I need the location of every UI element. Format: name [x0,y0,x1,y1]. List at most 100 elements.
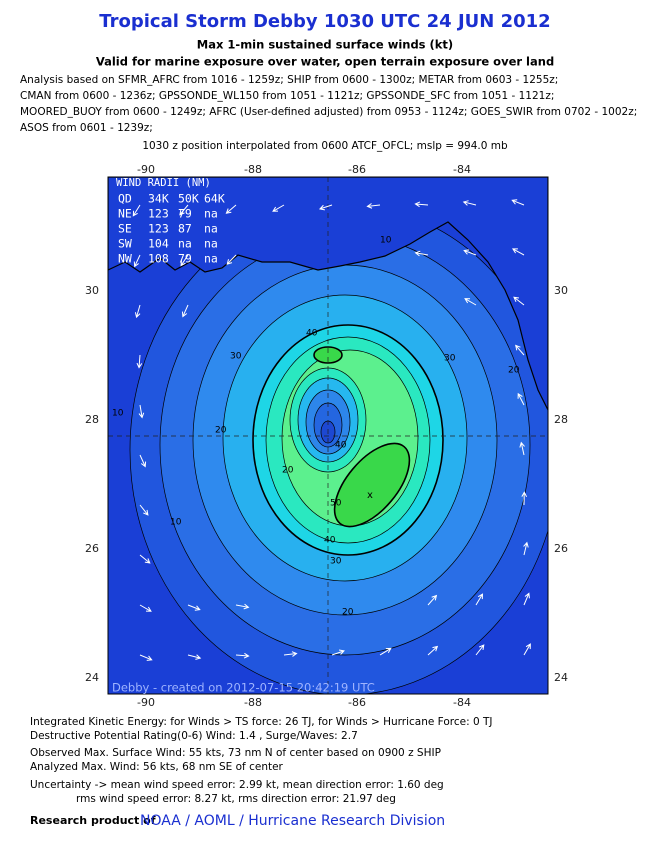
wind-arrow [235,652,250,659]
subtitle: Max 1-min sustained surface winds (kt) [197,38,453,52]
wind-radii-cell: na [178,237,192,251]
wind-arrow [132,204,141,217]
wind-arrow [511,199,525,206]
lon-label: -88 [244,163,262,176]
research-label: Research product of [30,814,156,827]
contour-label: 40 [335,441,347,451]
wind-arrow [139,554,151,564]
wind-arrow [179,204,189,216]
lat-label: 28 [85,413,99,426]
note: CMAN from 0600 - 1236z; GPSSONDE_WL150 f… [20,90,554,102]
credit: Debby - created on 2012-07-15 20:42:19 U… [112,681,375,695]
wind-radii-header: QD [118,192,132,206]
wind-arrow [521,491,528,506]
wind-arrow [379,647,392,656]
wind-radii-cell: na [204,207,218,221]
wind-arrow [226,254,237,265]
wind-radii-cell: na [204,222,218,236]
wind-radii-cell: 79 [178,252,192,266]
wind-radii-header: 34K [148,192,169,206]
lon-label: -86 [348,696,366,709]
wind-arrow [139,654,153,661]
wind-arrow [515,344,525,356]
lon-label: -88 [244,696,262,709]
position-note: 1030 z position interpolated from 0600 A… [142,140,508,152]
contour-label: 40 [324,536,336,546]
map: x [108,177,548,694]
lon-label: -90 [137,163,155,176]
note: MOORED_BUOY from 0600 - 1249z; AFRC (Use… [20,106,637,118]
wind-arrow [139,604,152,612]
wind-radii-cell: 108 [148,252,169,266]
wind-arrow [475,593,484,606]
subtitle: Valid for marine exposure over water, op… [96,55,554,69]
wind-arrow [136,354,143,369]
wind-arrow [331,649,345,656]
contour-label: 20 [342,608,354,618]
wind-arrow [414,250,429,257]
footer-line: Uncertainty -> mean wind speed error: 2.… [30,779,444,791]
wind-arrow [427,645,439,656]
wind-arrow [133,254,141,268]
wind-radii-cell: SE [118,222,132,236]
max-wind-marker: x [367,490,373,501]
lon-label: -86 [348,163,366,176]
wind-arrow [139,504,149,516]
wind-arrow [523,592,530,606]
contour-label: 20 [508,366,520,376]
contour-label: 10 [112,409,124,419]
contour-label: 30 [330,557,342,567]
wind-arrow [283,651,298,657]
lat-label: 30 [554,284,568,297]
wind-radii-header: 50K [178,192,199,206]
wind-arrow [523,643,531,656]
contour-label: 50 [330,499,342,509]
contour-label: 20 [215,426,227,436]
wind-arrow [513,296,525,306]
lat-label: 24 [85,671,99,684]
wind-radii-title: WIND RADII (NM) [116,177,211,189]
research-org[interactable]: NOAA / AOML / Hurricane Research Divisio… [140,813,445,829]
contour-label: 10 [170,518,182,528]
wind-radii-cell: SW [118,237,132,251]
footer-line: Destructive Potential Rating(0-6) Wind: … [30,730,358,742]
wind-radii-cell: na [204,252,218,266]
lat-label: 30 [85,284,99,297]
wind-radii-cell: 87 [178,222,192,236]
wind-arrow [463,249,477,256]
contour [313,346,343,364]
wind-arrow [187,604,201,611]
wind-radii-cell: 79 [178,207,192,221]
lon-label: -84 [453,696,471,709]
wind-arrow [475,644,485,656]
wind-arrow [134,304,141,319]
lon-label: -90 [137,696,155,709]
lat-label: 24 [554,671,568,684]
contour-label: 40 [306,329,318,339]
contour-label: 30 [444,354,456,364]
title: Tropical Storm Debby 1030 UTC 24 JUN 201… [99,11,550,32]
wind-arrow [511,248,525,256]
footer-line: Analyzed Max. Wind: 56 kts, 68 nm SE of … [30,761,284,773]
contour [333,442,411,528]
wind-arrow [519,441,525,456]
note: Analysis based on SFMR_AFRC from 1016 - … [20,74,558,86]
wind-arrow [272,204,285,212]
lat-label: 28 [554,413,568,426]
footer-line: rms wind speed error: 8.27 kt, rms direc… [76,793,396,805]
wind-arrow [464,298,477,306]
wind-arrow [225,204,237,214]
note: ASOS from 0601 - 1239z; [20,122,153,134]
lat-label: 26 [85,542,99,555]
wind-radii-header: 64K [204,192,225,206]
wind-radii-cell: 123 [148,222,169,236]
coastline [108,177,548,411]
wind-arrow [181,304,189,318]
lon-label: -84 [453,163,471,176]
wind-arrow [138,404,145,419]
wind-radii-cell: 104 [148,237,169,251]
wind-radii-cell: NW [118,252,132,266]
wind-arrow [318,204,333,211]
